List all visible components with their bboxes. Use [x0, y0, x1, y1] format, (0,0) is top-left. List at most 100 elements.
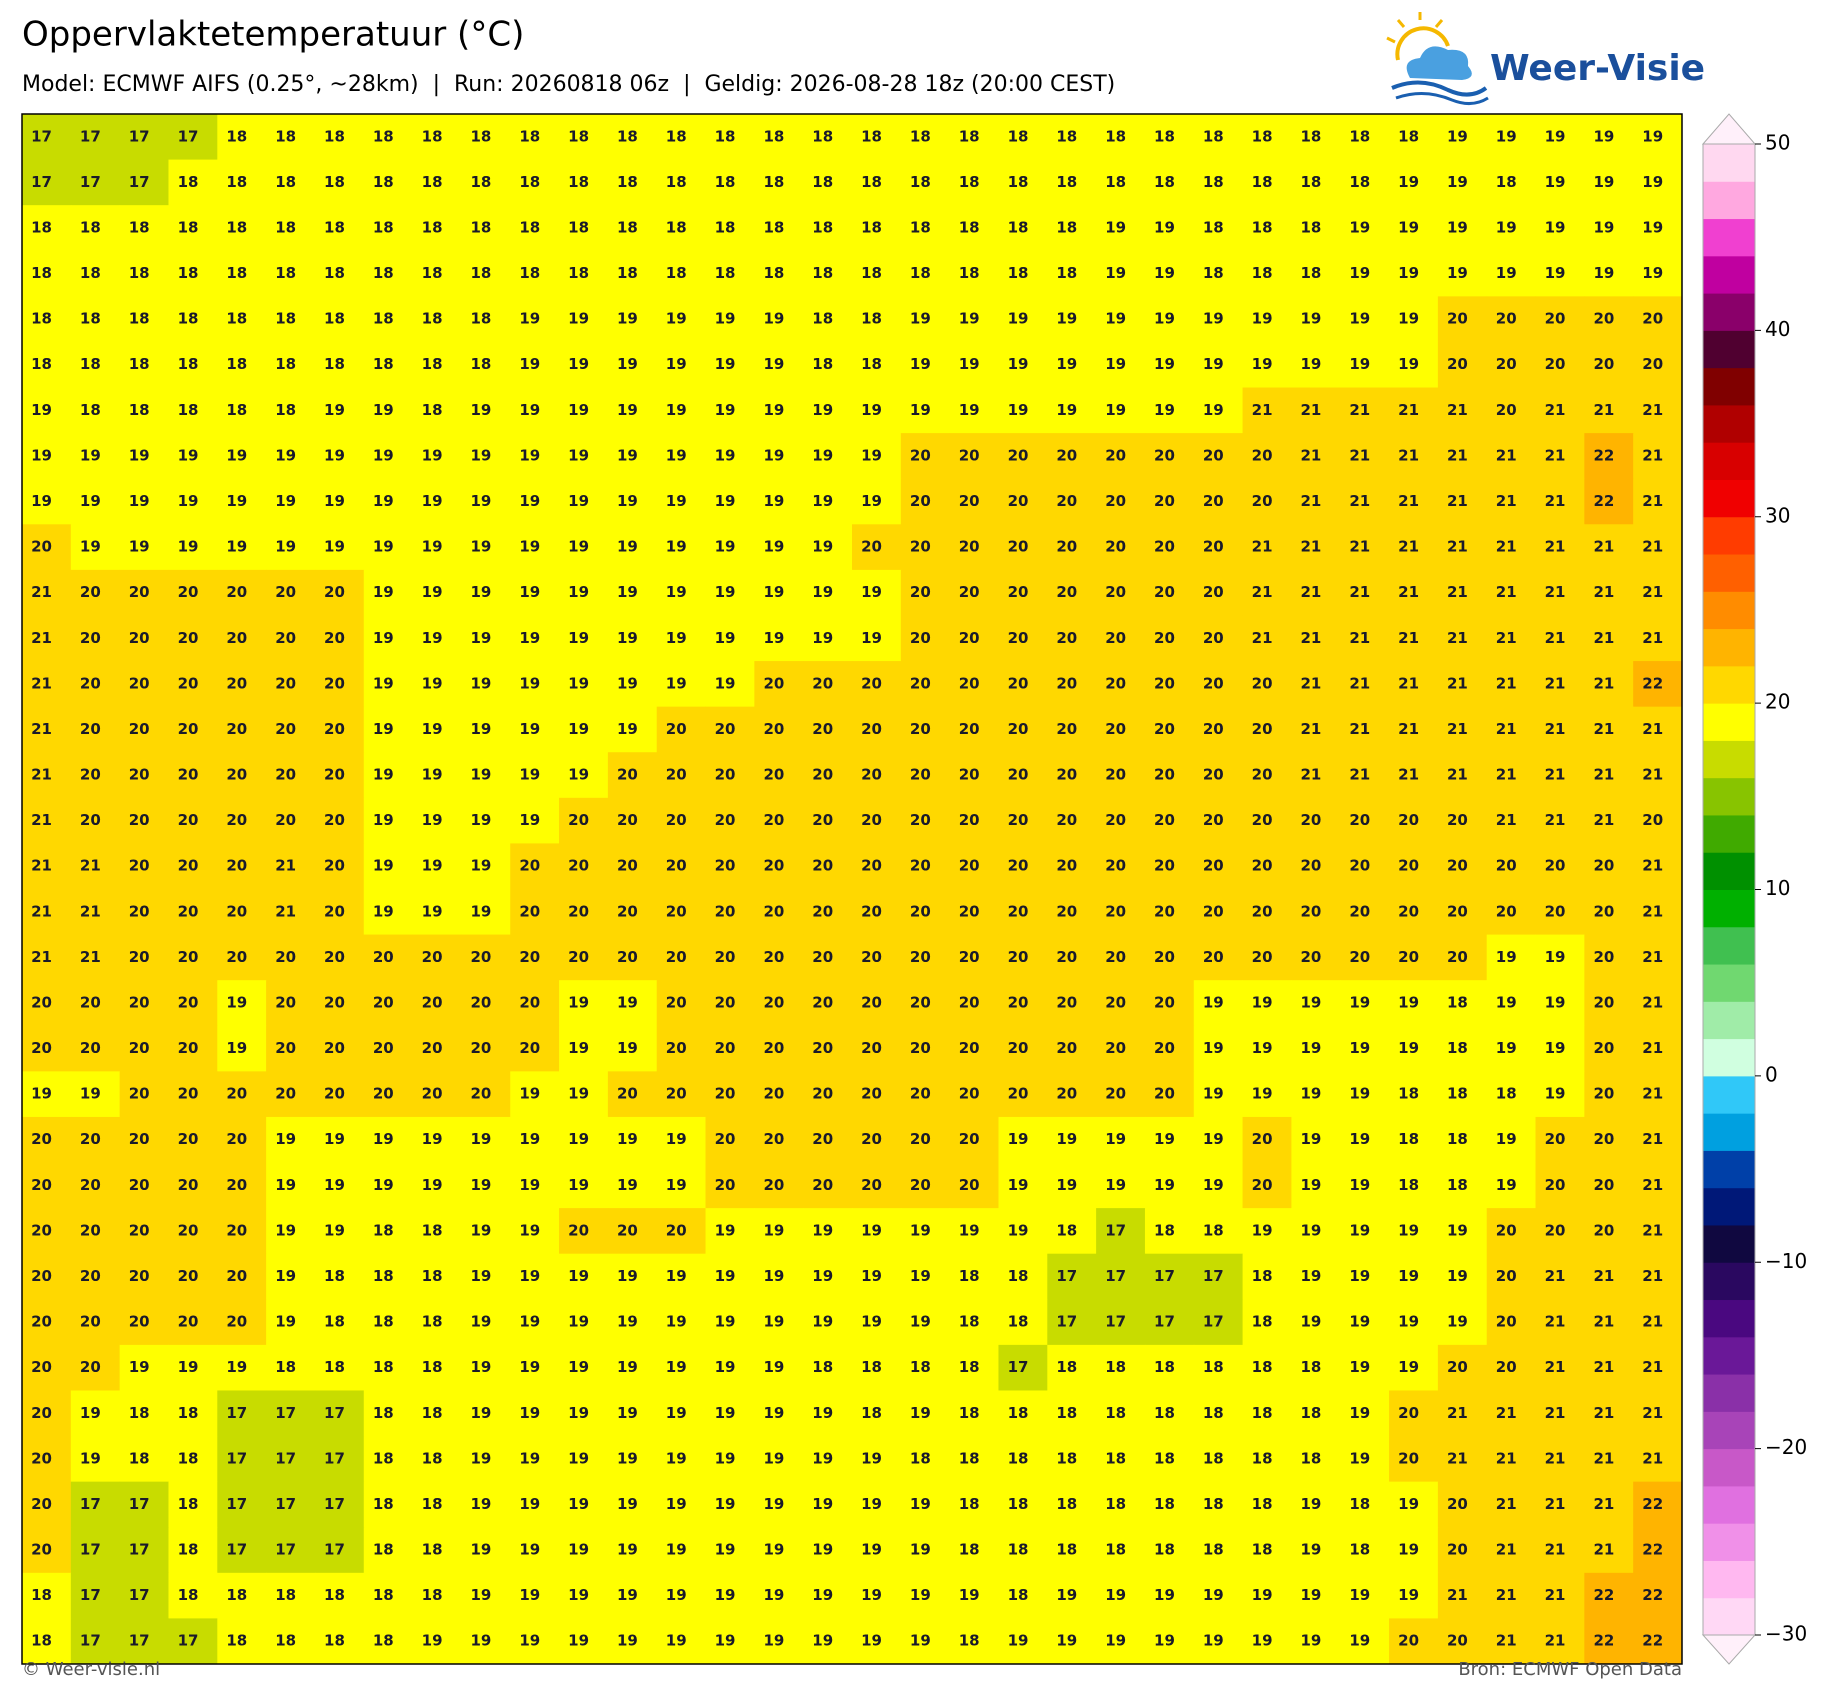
temperature-label: 20 [666, 1221, 687, 1239]
temperature-label: 20 [324, 857, 345, 875]
temperature-label: 18 [226, 401, 247, 419]
temperature-label: 21 [1545, 538, 1566, 556]
temperature-label: 20 [959, 766, 980, 784]
temperature-label: 20 [178, 857, 199, 875]
temperature-label: 20 [910, 720, 931, 738]
temperature-label: 18 [1105, 127, 1126, 145]
temperature-label: 21 [1545, 492, 1566, 510]
temperature-cell [119, 797, 169, 844]
logo-wave [1395, 92, 1489, 105]
temperature-cell [217, 615, 267, 662]
temperature-label: 20 [1154, 766, 1175, 784]
temperature-label: 20 [178, 1221, 199, 1239]
temperature-label: 19 [422, 674, 443, 692]
temperature-label: 19 [910, 401, 931, 419]
temperature-label: 19 [80, 1085, 101, 1103]
temperature-label: 21 [1398, 629, 1419, 647]
temperature-cell [363, 114, 414, 161]
temperature-label: 19 [861, 629, 882, 647]
temperature-label: 22 [1642, 1541, 1663, 1559]
temperature-label: 20 [1642, 355, 1663, 373]
temperature-cell [266, 478, 316, 525]
temperature-cell [461, 569, 511, 616]
temperature-label: 18 [31, 310, 52, 328]
temperature-label: 17 [324, 1495, 345, 1513]
temperature-label: 20 [1105, 720, 1126, 738]
temperature-label: 20 [910, 674, 931, 692]
temperature-cell [1633, 843, 1683, 890]
temperature-cell [217, 752, 267, 799]
temperature-cell [266, 797, 316, 844]
temperature-cell [1291, 205, 1341, 252]
temperature-label: 21 [1496, 766, 1517, 784]
temperature-cell [607, 615, 658, 662]
temperature-label: 21 [1545, 1404, 1566, 1422]
temperature-label: 20 [178, 1267, 199, 1285]
temperature-cell [217, 706, 267, 753]
colorbar-tick-label: −10 [1765, 1249, 1807, 1273]
temperature-label: 20 [861, 1039, 882, 1057]
temperature-label: 21 [1545, 446, 1566, 464]
temperature-label: 20 [1349, 857, 1370, 875]
temperature-label: 20 [1154, 629, 1175, 647]
temperature-label: 18 [959, 1313, 980, 1331]
temperature-label: 19 [275, 538, 296, 556]
temperature-label: 17 [80, 1586, 101, 1604]
temperature-label: 18 [1154, 1541, 1175, 1559]
temperature-label: 17 [80, 1541, 101, 1559]
temperature-cell [559, 387, 609, 434]
temperature-label: 19 [763, 1632, 784, 1650]
temperature-cell [852, 478, 902, 525]
temperature-label: 18 [80, 310, 101, 328]
temperature-label: 18 [373, 1221, 394, 1239]
temperature-label: 21 [1447, 492, 1468, 510]
temperature-label: 20 [1008, 492, 1029, 510]
temperature-label: 19 [861, 1586, 882, 1604]
temperature-cell [412, 433, 462, 480]
temperature-cell [1291, 889, 1341, 936]
temperature-cell [607, 843, 658, 890]
temperature-label: 17 [1105, 1313, 1126, 1331]
temperature-label: 18 [422, 355, 443, 373]
temperature-cell [1437, 433, 1488, 480]
temperature-label: 19 [617, 1176, 638, 1194]
temperature-cell [852, 524, 902, 571]
temperature-label: 20 [1447, 811, 1468, 829]
temperature-label: 18 [1056, 127, 1077, 145]
temperature-cell [1144, 478, 1195, 525]
temperature-label: 19 [812, 1541, 833, 1559]
temperature-label: 20 [1203, 766, 1224, 784]
temperature-cell [1242, 843, 1292, 890]
temperature-label: 20 [715, 1130, 736, 1148]
temperature-cell [1340, 524, 1390, 571]
temperature-cell [1633, 569, 1683, 616]
temperature-label: 20 [1398, 811, 1419, 829]
temperature-cell [1096, 889, 1146, 936]
temperature-cell [900, 205, 951, 252]
temperature-label: 18 [422, 127, 443, 145]
temperature-cell [510, 341, 560, 389]
temperature-label: 18 [1203, 173, 1224, 191]
temperature-label: 19 [666, 1586, 687, 1604]
temperature-label: 21 [1349, 583, 1370, 601]
temperature-label: 19 [178, 446, 199, 464]
temperature-cell [1535, 843, 1585, 890]
temperature-label: 19 [1252, 1085, 1273, 1103]
temperature-label: 17 [1056, 1313, 1077, 1331]
temperature-label: 19 [1203, 401, 1224, 419]
temperature-label: 20 [31, 1404, 52, 1422]
temperature-cell [1144, 569, 1195, 616]
temperature-cell [119, 569, 169, 616]
temperature-label: 21 [1545, 1449, 1566, 1467]
temperature-cell [1047, 433, 1097, 480]
temperature-cell [1535, 433, 1585, 480]
temperature-cell [1144, 889, 1195, 936]
temperature-cell [607, 296, 658, 343]
temperature-label: 21 [1545, 1541, 1566, 1559]
temperature-cell [314, 843, 365, 890]
temperature-label: 20 [617, 1221, 638, 1239]
temperature-label: 20 [910, 492, 931, 510]
temperature-label: 18 [861, 1404, 882, 1422]
temperature-label: 18 [1056, 1495, 1077, 1513]
temperature-label: 20 [1056, 1039, 1077, 1057]
